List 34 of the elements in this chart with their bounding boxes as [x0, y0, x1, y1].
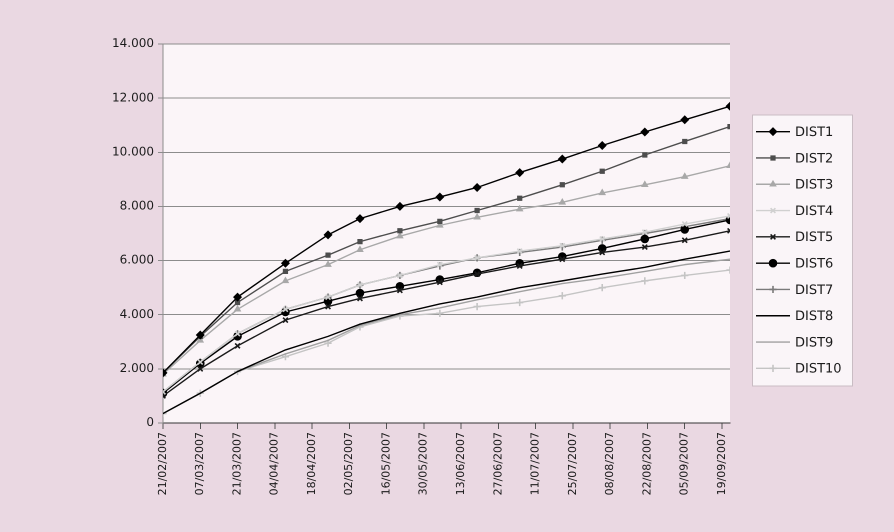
x-tick-label: 25/07/2007 — [566, 432, 579, 496]
x-tick-label: 04/04/2007 — [268, 432, 281, 496]
legend-label: DIST1 — [795, 125, 834, 140]
y-tick-label: 12.000 — [112, 90, 154, 104]
legend-label: DIST3 — [795, 178, 834, 193]
y-tick-label: 14.000 — [112, 36, 154, 50]
x-tick-label: 08/08/2007 — [603, 432, 616, 496]
y-tick-label: 6.000 — [120, 252, 154, 267]
y-tick-label: 8.000 — [120, 198, 154, 213]
x-tick-label: 07/03/2007 — [193, 432, 206, 496]
y-tick-label: 10.000 — [112, 144, 154, 158]
y-tick-label: 2.000 — [120, 360, 154, 375]
x-tick-label: 22/08/2007 — [640, 432, 654, 496]
x-tick-label: 05/09/2007 — [678, 432, 691, 496]
legend-label: DIST5 — [795, 230, 834, 246]
x-tick-label: 30/05/2007 — [416, 432, 430, 496]
legend-label: DIST8 — [795, 309, 834, 324]
legend-label: DIST10 — [795, 362, 842, 377]
y-tick-label: 0 — [146, 415, 154, 430]
x-tick-label: 21/03/2007 — [230, 432, 244, 496]
legend-label: DIST7 — [795, 282, 834, 298]
legend-label: DIST9 — [795, 335, 834, 350]
x-tick-label: 16/05/2007 — [379, 432, 392, 496]
x-tick-label: 11/07/2007 — [528, 432, 542, 496]
x-tick-label: 27/06/2007 — [491, 432, 504, 496]
x-tick-label: 13/06/2007 — [454, 432, 467, 496]
legend-label: DIST6 — [795, 256, 834, 272]
x-tick-label: 02/05/2007 — [342, 432, 356, 496]
x-tick-label: 21/02/2007 — [156, 432, 169, 496]
legend-label: DIST2 — [795, 151, 834, 166]
legend-label: DIST4 — [795, 204, 834, 219]
x-tick-label: 19/09/2007 — [714, 432, 728, 496]
x-tick-label: 18/04/2007 — [304, 432, 318, 496]
y-tick-label: 4.000 — [120, 306, 154, 321]
